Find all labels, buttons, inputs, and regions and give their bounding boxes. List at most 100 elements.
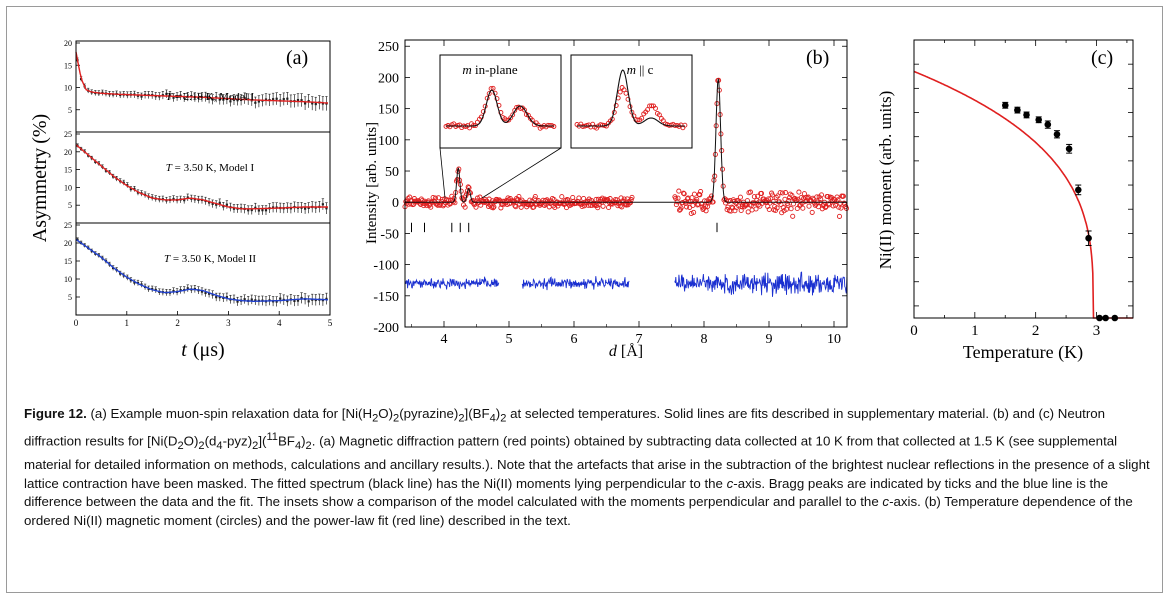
panel-b-data-point bbox=[737, 194, 743, 200]
panel-a-data-point bbox=[243, 298, 246, 301]
panel-b-data-point bbox=[806, 203, 812, 209]
panel-b-data-point bbox=[691, 209, 697, 215]
panel-b-data-point bbox=[809, 209, 815, 215]
panel-a-data-point bbox=[136, 94, 140, 97]
panel-a-y-tick-label: 10 bbox=[64, 84, 72, 93]
panel-c-data-point bbox=[1002, 102, 1009, 109]
panel-b-data-point bbox=[462, 204, 468, 210]
panel-b-x-tick-label: 9 bbox=[766, 332, 773, 347]
panel-b-y-tick-label: 50 bbox=[385, 165, 399, 180]
panel-b-data-point bbox=[581, 195, 587, 202]
panel-a-x-tick-label: 3 bbox=[226, 318, 231, 328]
panel-c-data-point bbox=[1014, 106, 1021, 114]
panel-b-data-point bbox=[729, 204, 735, 210]
panel-b-difference-line bbox=[674, 271, 848, 297]
panel-b-data-point bbox=[836, 213, 843, 219]
panel-a-x-tick-label: 2 bbox=[175, 318, 180, 328]
inset-parallel-c-title: m || c bbox=[627, 62, 654, 77]
panel-b-data-point bbox=[834, 194, 840, 200]
panel-a-data-point bbox=[179, 289, 182, 292]
inset-data-point bbox=[510, 112, 516, 118]
panel-a-data-point bbox=[215, 203, 218, 206]
panel-b-data-point bbox=[490, 205, 496, 211]
panel-a-y-tick-label: 15 bbox=[64, 166, 72, 175]
panel-a-data-point bbox=[254, 299, 257, 302]
panel-b-data-point bbox=[774, 205, 780, 211]
panel-b-data-point bbox=[681, 191, 687, 197]
panel-b-data-point bbox=[775, 193, 781, 199]
panel-a-data-point bbox=[232, 98, 236, 101]
panel-a-data-point bbox=[133, 187, 136, 191]
panel-a-data-point bbox=[307, 300, 310, 303]
panel-b-data-point bbox=[753, 206, 759, 212]
panel-a-data-point bbox=[254, 206, 257, 209]
panel-c-plot-area bbox=[913, 70, 1133, 322]
panel-a-data-point bbox=[232, 207, 236, 210]
panel-c-x-tick-label: 0 bbox=[910, 323, 918, 339]
inset-zoom-line-right bbox=[481, 147, 562, 199]
panel-a-data-point bbox=[272, 206, 275, 209]
inset-data-point bbox=[625, 96, 631, 102]
panel-b-data-point bbox=[698, 201, 704, 207]
panel-a-data-point bbox=[186, 287, 189, 290]
panel-a-data-point bbox=[172, 197, 175, 201]
panel-b-data-point bbox=[697, 192, 703, 198]
panel-b-inset-in-plane: m in-plane bbox=[439, 54, 562, 149]
panel-b-data-point bbox=[814, 194, 820, 200]
panel-a-data-point bbox=[314, 102, 317, 106]
panel-b-data-point bbox=[701, 198, 708, 204]
figure-label: Figure 12. bbox=[24, 406, 87, 421]
panel-c-fit-line bbox=[913, 70, 1133, 319]
panel-a-data-point bbox=[250, 298, 253, 301]
panel-b-x-label: d [Å] bbox=[609, 342, 643, 360]
panel-a-y-tick-label: 25 bbox=[64, 221, 72, 230]
panel-a-data-point bbox=[225, 203, 228, 206]
inset-data-point bbox=[617, 89, 623, 95]
panel-a-data-point bbox=[207, 201, 211, 204]
panel-b-data-point bbox=[621, 196, 627, 202]
panel-a-data-point bbox=[247, 209, 250, 212]
panel-b-x-tick-label: 6 bbox=[571, 332, 578, 347]
panel-a-subplot-3: 5 10 15 20 25 bbox=[64, 221, 329, 307]
panel-b-data-point bbox=[758, 190, 765, 196]
panel-b-data-point bbox=[684, 204, 690, 210]
panel-b-data-point bbox=[675, 195, 681, 201]
panel-a-data-point bbox=[218, 296, 221, 299]
panel-a-data-point bbox=[207, 97, 211, 100]
panel-a-data-point bbox=[293, 299, 296, 303]
panel-a-data-point bbox=[183, 199, 186, 202]
panel-a-data-point bbox=[300, 296, 303, 300]
panel-b-data-point bbox=[531, 204, 537, 210]
inset-data-point bbox=[653, 105, 658, 111]
panel-b-data-point bbox=[678, 205, 684, 211]
inset-data-point bbox=[494, 96, 500, 102]
panel-b-y-tick-label: 100 bbox=[378, 134, 399, 149]
panel-a-data-point bbox=[296, 299, 300, 302]
panel-b-data-point bbox=[579, 203, 585, 210]
panel-b-y-tick-label: 150 bbox=[378, 103, 399, 118]
panel-b-data-point bbox=[747, 189, 754, 195]
panel-a-subplot-1: 5 10 15 20 bbox=[64, 39, 329, 115]
panel-a-data-point bbox=[165, 92, 168, 95]
panel-a-y-tick-label: 20 bbox=[64, 148, 72, 157]
panel-b-data-point bbox=[703, 208, 709, 214]
panel-b-y-label: Intensity [arb. units] bbox=[364, 122, 380, 244]
panel-a-data-point bbox=[307, 100, 310, 103]
panel-a-data-point bbox=[207, 292, 211, 295]
inset-in-plane-title: m in-plane bbox=[462, 62, 517, 77]
panel-c-data-point bbox=[1035, 116, 1042, 124]
inset-parallel-c-frame bbox=[570, 54, 693, 149]
panel-b-data-point bbox=[770, 198, 776, 204]
panel-a-data-point bbox=[272, 98, 275, 101]
panel-b-data-point bbox=[830, 203, 836, 209]
panel-b-data-point bbox=[428, 204, 434, 210]
panel-a-y-tick-label: 20 bbox=[64, 239, 72, 248]
panel-a-data-point bbox=[211, 98, 214, 101]
panel-a-data-point bbox=[94, 160, 97, 164]
panel-a-y-tick-label: 5 bbox=[68, 201, 72, 210]
panel-b-y-tick-label: -200 bbox=[373, 321, 399, 336]
panel-b-data-point bbox=[755, 193, 761, 199]
panel-a-y-tick-label: 5 bbox=[68, 106, 72, 115]
panel-b-data-point bbox=[513, 204, 519, 210]
inset-parallel-c-data bbox=[574, 69, 688, 131]
